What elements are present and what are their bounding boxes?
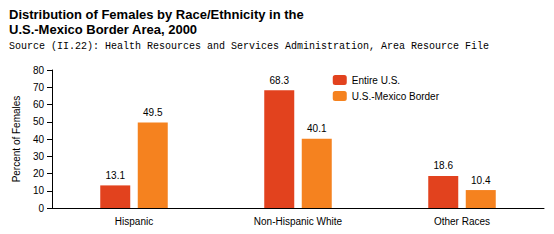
svg-text:40: 40: [33, 134, 45, 145]
svg-text:Other Races: Other Races: [434, 216, 490, 227]
svg-text:50: 50: [33, 116, 45, 127]
svg-text:68.3: 68.3: [270, 75, 290, 86]
svg-text:10.4: 10.4: [471, 175, 491, 186]
svg-text:Entire U.S.: Entire U.S.: [352, 75, 400, 86]
svg-text:49.5: 49.5: [143, 107, 163, 118]
svg-text:0: 0: [38, 203, 44, 214]
svg-text:Percent of Females: Percent of Females: [11, 96, 22, 183]
svg-text:13.1: 13.1: [106, 170, 126, 181]
svg-text:60: 60: [33, 99, 45, 110]
svg-text:70: 70: [33, 82, 45, 93]
svg-text:20: 20: [33, 168, 45, 179]
svg-text:80: 80: [33, 65, 45, 76]
svg-text:Hispanic: Hispanic: [115, 216, 153, 227]
svg-text:U.S.-Mexico Border Area, 2000: U.S.-Mexico Border Area, 2000: [9, 22, 197, 37]
svg-text:Non-Hispanic White: Non-Hispanic White: [254, 216, 343, 227]
svg-text:40.1: 40.1: [307, 123, 327, 134]
svg-text:10: 10: [33, 185, 45, 196]
svg-text:Distribution of Females by Rac: Distribution of Females by Race/Ethnicit…: [9, 7, 307, 22]
svg-text:Source (II.22): Health Resourc: Source (II.22): Health Resources and Ser…: [9, 41, 489, 52]
svg-text:18.6: 18.6: [434, 160, 454, 171]
svg-text:U.S.-Mexico Border: U.S.-Mexico Border: [352, 91, 440, 102]
svg-text:30: 30: [33, 151, 45, 162]
